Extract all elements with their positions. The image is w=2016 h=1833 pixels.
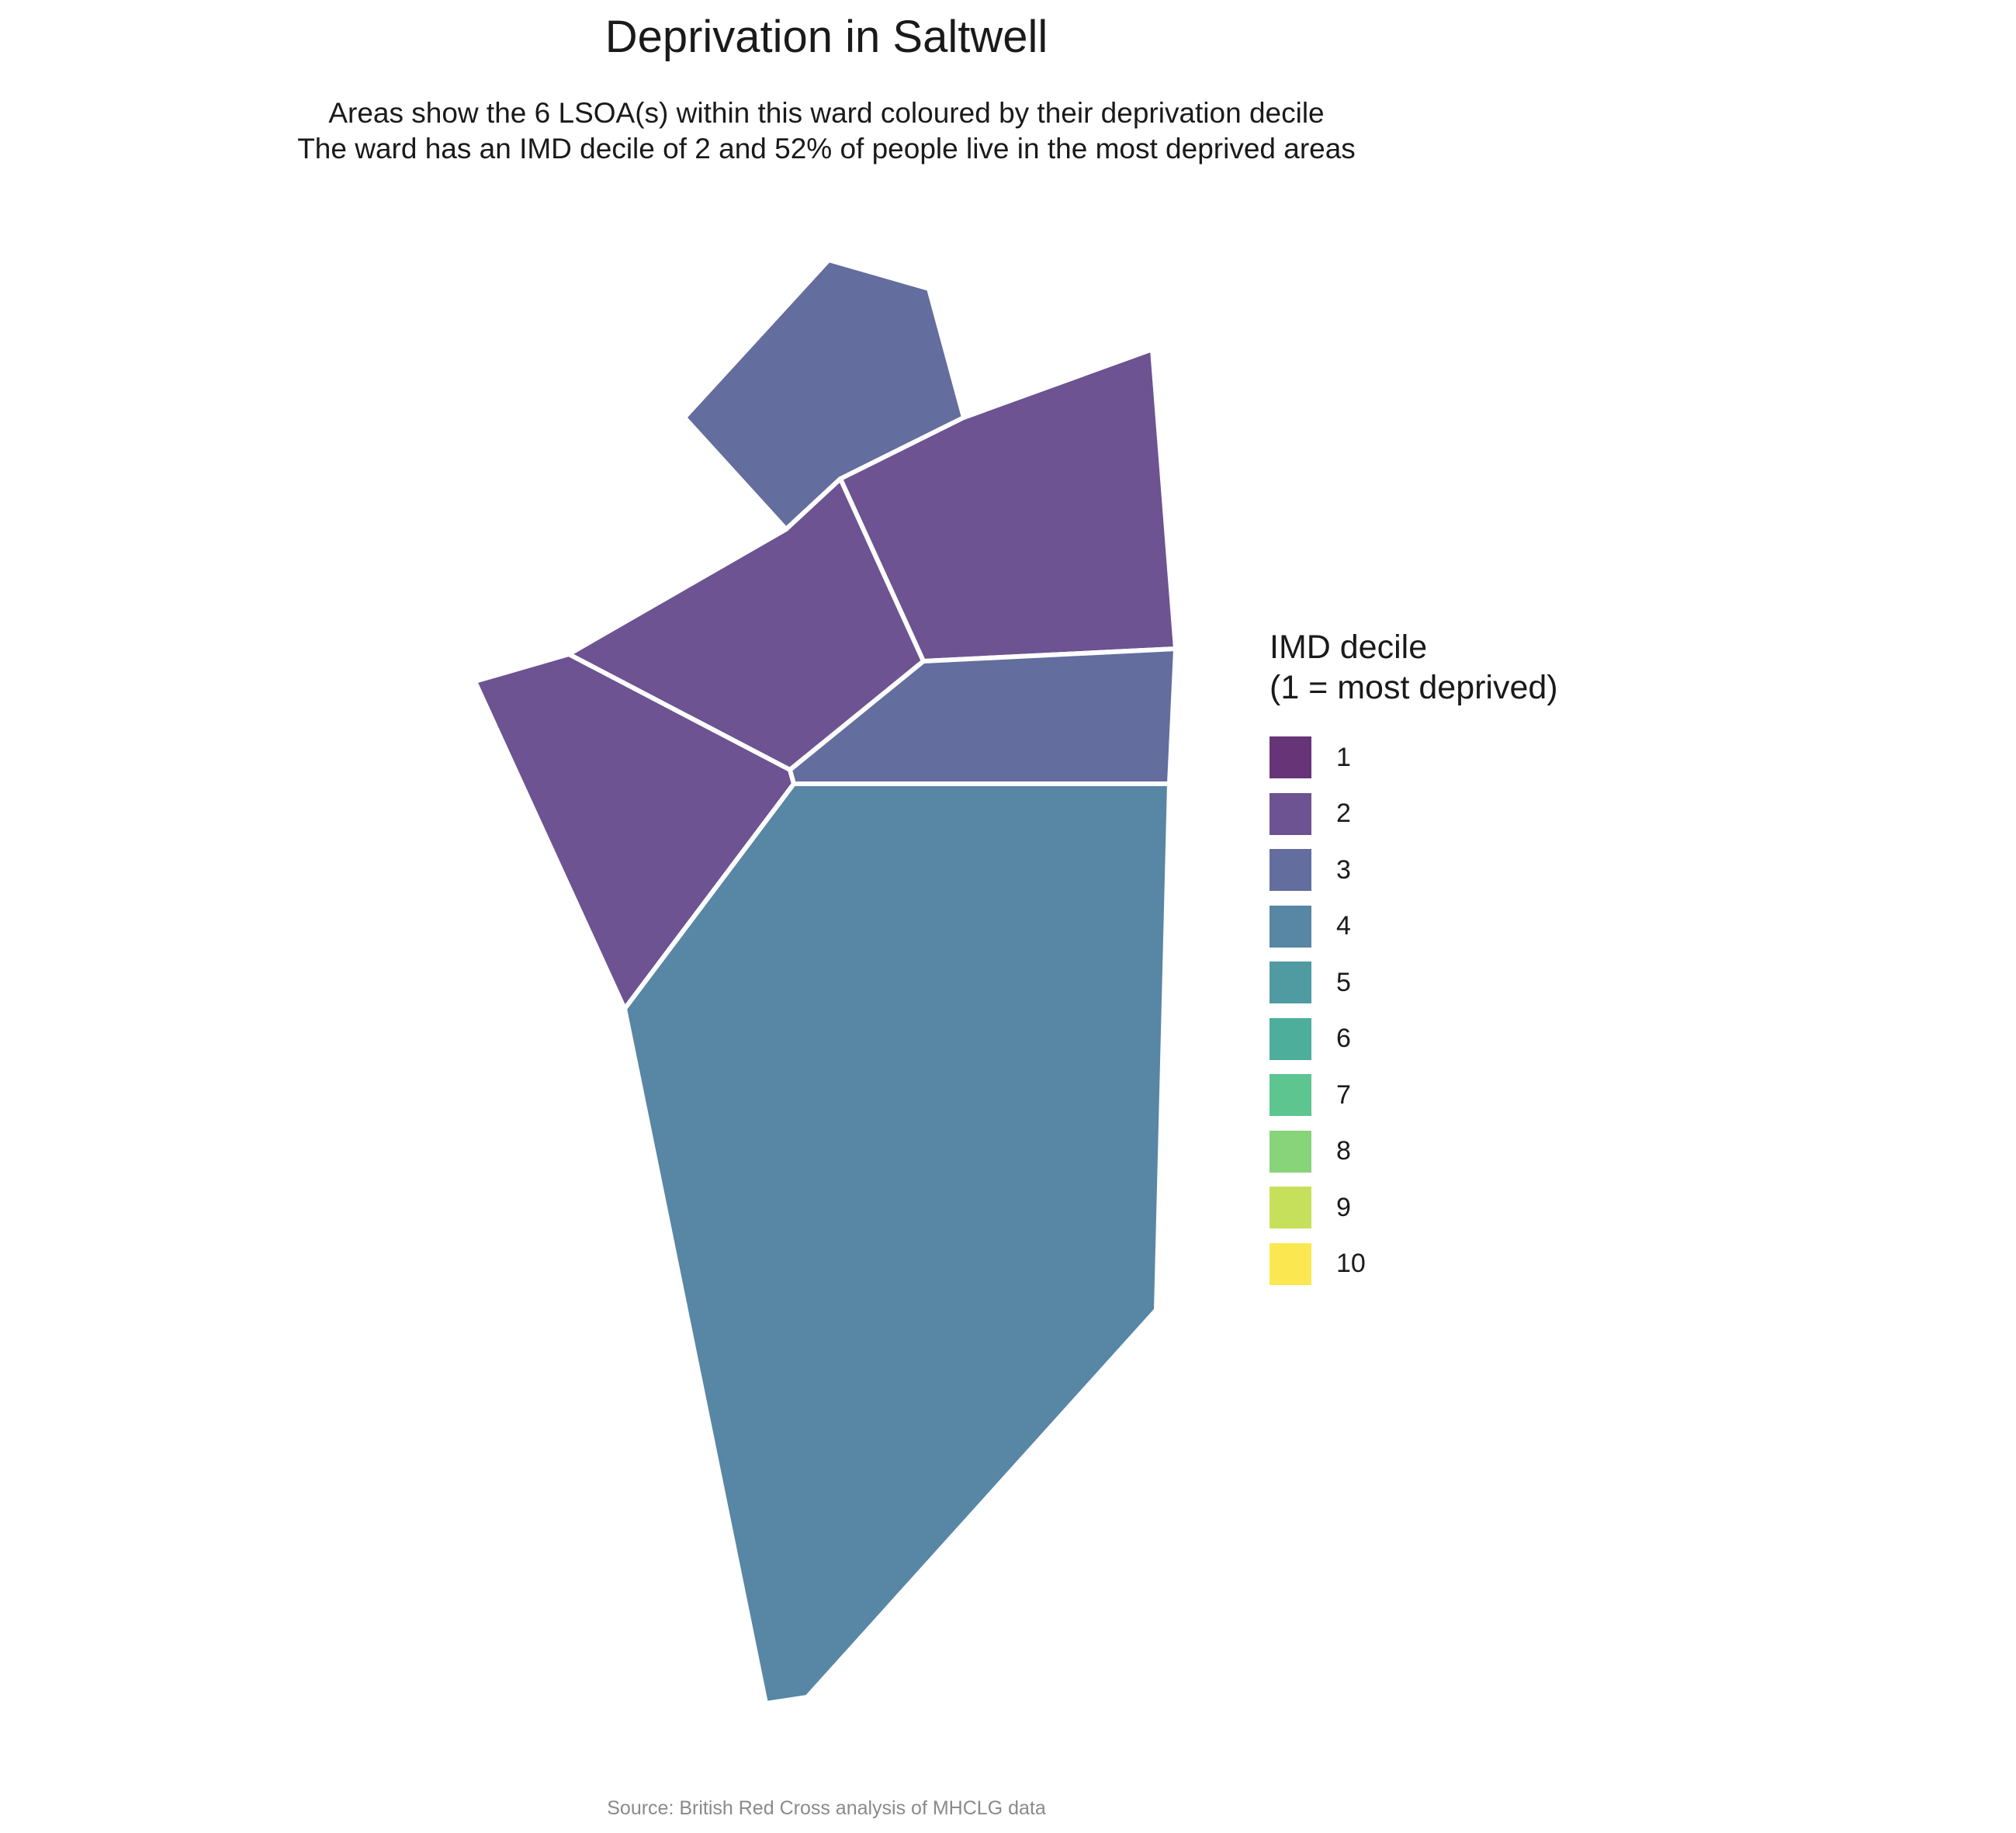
legend-item-8: 8 [1270,1124,1673,1180]
legend-label: 1 [1336,742,1351,772]
legend-title-line-1: IMD decile [1270,629,1428,666]
legend-key-2 [1270,792,1311,835]
subtitle-line-1: Areas show the 6 LSOA(s) within this war… [328,97,1325,129]
legend-item-5: 5 [1270,955,1673,1011]
legend-label: 5 [1336,967,1351,997]
legend-item-6: 6 [1270,1011,1673,1068]
legend-key-1 [1270,736,1311,779]
legend-title-line-2: (1 = most deprived) [1270,669,1558,706]
legend-key-8 [1270,1130,1311,1173]
legend-key-4 [1270,905,1311,948]
legend-key-6 [1270,1017,1311,1060]
legend-item-4: 4 [1270,899,1673,955]
legend-item-9: 9 [1270,1180,1673,1236]
legend-item-10: 10 [1270,1236,1673,1293]
legend-items: 1 2 3 4 5 6 7 8 9 10 [1270,729,1673,1292]
legend-label: 2 [1336,799,1351,829]
legend-label: 9 [1336,1192,1351,1222]
legend-item-2: 2 [1270,786,1673,843]
legend-label: 7 [1336,1079,1351,1110]
legend-item-3: 3 [1270,842,1673,899]
subtitle-line-2: The ward has an IMD decile of 2 and 52% … [297,133,1356,165]
south-lsoa [622,781,1172,1706]
legend-key-7 [1270,1074,1311,1117]
legend: IMD decile (1 = most deprived) 1 2 3 4 5 6 7 8 9… [1270,627,1673,1292]
legend-label: 4 [1336,911,1351,941]
legend-label: 3 [1336,854,1351,885]
map-title: Deprivation in Saltwell [604,12,1048,62]
legend-item-7: 7 [1270,1067,1673,1124]
legend-key-9 [1270,1187,1311,1229]
legend-key-5 [1270,962,1311,1004]
legend-key-10 [1270,1242,1311,1285]
legend-label: 8 [1336,1136,1351,1166]
legend-key-3 [1270,849,1311,892]
legend-item-1: 1 [1270,729,1673,786]
source-caption: Source: British Red Cross analysis of MH… [607,1797,1046,1819]
legend-label: 10 [1336,1249,1366,1279]
legend-label: 6 [1336,1024,1351,1054]
